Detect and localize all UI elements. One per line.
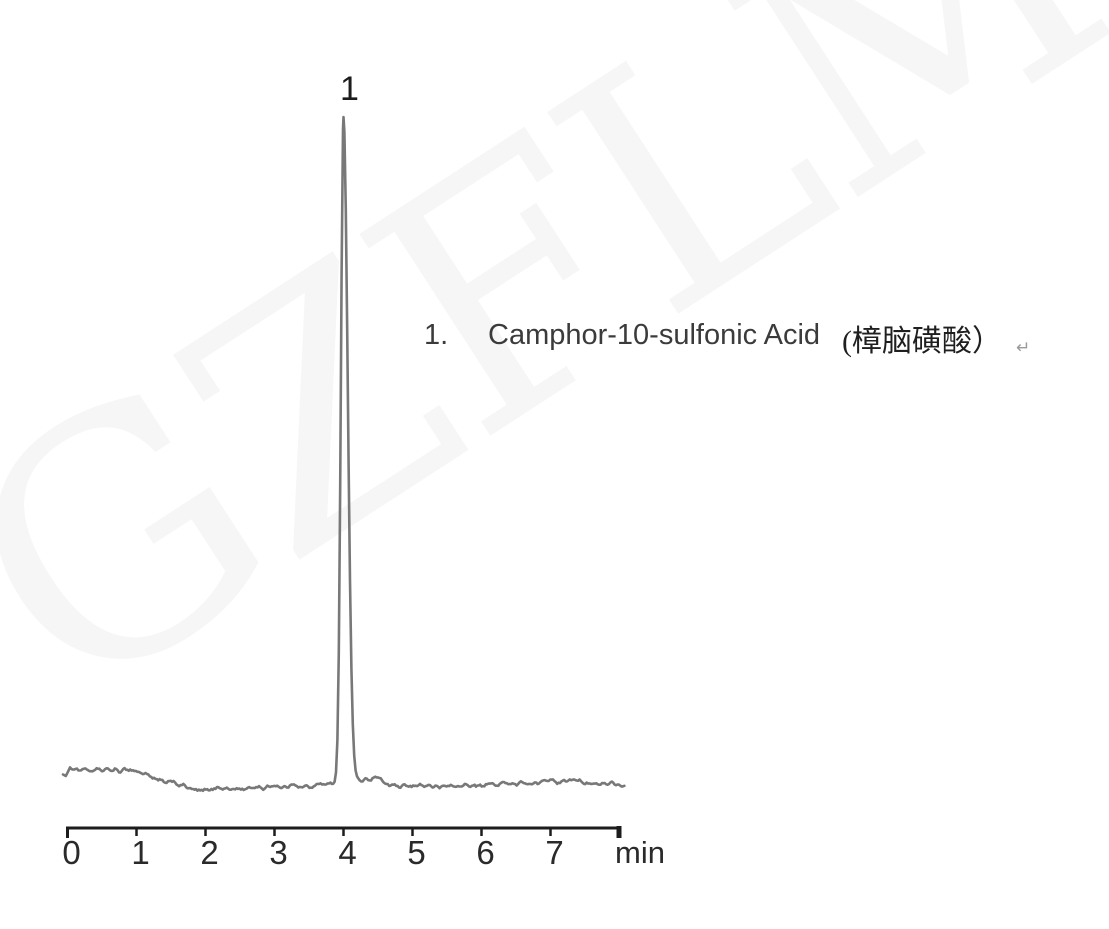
x-axis-tick-label: 4 [338, 834, 356, 871]
x-axis: 0 1 2 3 4 5 6 7 min [62, 826, 665, 871]
peak-legend-name-en: Camphor-10-sulfonic Acid [488, 319, 821, 351]
x-axis-end-cap [616, 826, 622, 838]
x-axis-tick-label: 1 [131, 834, 149, 871]
x-axis-tick-label: 6 [476, 834, 494, 871]
chromatogram-trace [61, 115, 626, 793]
x-axis-tick-label: 3 [269, 834, 287, 871]
x-axis-tick-label: 5 [407, 834, 425, 871]
x-axis-tick-label: 2 [200, 834, 218, 871]
peak-legend-index: 1. [424, 319, 449, 351]
x-axis-tick-label: 0 [62, 834, 80, 871]
paragraph-return-mark: ↵ [1016, 338, 1031, 357]
peak-legend-line: 1. Camphor-10-sulfonic Acid (樟脑磺酸） ↵ [424, 309, 1030, 358]
x-axis-tick-label: 7 [545, 834, 563, 871]
x-axis-unit-label: min [615, 835, 665, 870]
peak-legend-name-zh: (樟脑磺酸） [842, 325, 1003, 358]
peak-number-label: 1 [340, 70, 359, 108]
